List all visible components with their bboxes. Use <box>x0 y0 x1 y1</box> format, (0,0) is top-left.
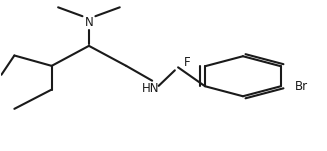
Text: Br: Br <box>295 80 308 93</box>
Text: F: F <box>184 56 191 69</box>
Text: N: N <box>85 16 93 29</box>
Text: HN: HN <box>142 82 159 95</box>
